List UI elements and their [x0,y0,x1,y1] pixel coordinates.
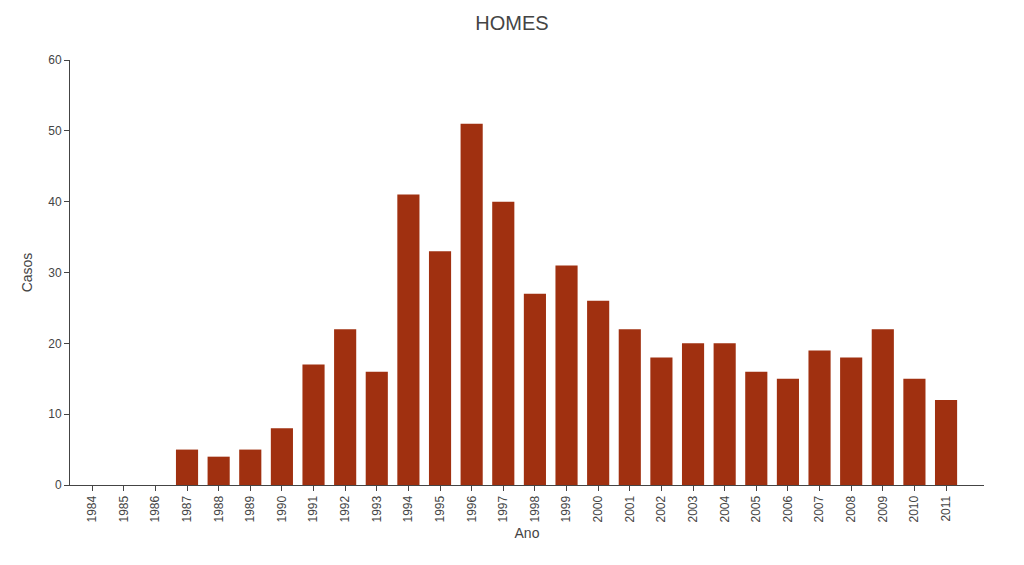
svg-text:1988: 1988 [212,495,226,522]
svg-text:2008: 2008 [844,495,858,522]
svg-text:1990: 1990 [275,495,289,522]
svg-text:Casos: Casos [19,253,35,293]
svg-text:1991: 1991 [306,495,320,522]
svg-text:1996: 1996 [465,495,479,522]
svg-text:1999: 1999 [559,495,573,522]
svg-text:2011: 2011 [939,495,953,521]
svg-text:1997: 1997 [496,495,510,522]
svg-text:60: 60 [48,53,62,67]
svg-text:1992: 1992 [338,495,352,522]
svg-text:2002: 2002 [654,495,668,522]
svg-text:0: 0 [55,478,62,492]
svg-text:2004: 2004 [718,495,732,522]
svg-text:20: 20 [48,337,62,351]
svg-text:1986: 1986 [148,495,162,522]
svg-text:1995: 1995 [433,495,447,522]
svg-text:1987: 1987 [180,495,194,522]
svg-text:10: 10 [48,407,62,421]
svg-text:2000: 2000 [591,495,605,522]
svg-text:1984: 1984 [85,495,99,522]
svg-text:2009: 2009 [876,495,890,522]
svg-text:Ano: Ano [515,525,540,541]
svg-text:2007: 2007 [812,495,826,522]
svg-text:50: 50 [48,124,62,138]
svg-text:40: 40 [48,195,62,209]
svg-text:2010: 2010 [907,495,921,522]
svg-text:2005: 2005 [749,495,763,522]
svg-text:30: 30 [48,266,62,280]
svg-text:1994: 1994 [401,495,415,522]
svg-text:1989: 1989 [243,495,257,522]
svg-text:1998: 1998 [528,495,542,522]
svg-text:1993: 1993 [370,495,384,522]
svg-text:HOMES: HOMES [475,12,548,34]
svg-text:2001: 2001 [623,495,637,522]
svg-text:2003: 2003 [686,495,700,522]
svg-text:1985: 1985 [117,495,131,522]
svg-text:2006: 2006 [781,495,795,522]
